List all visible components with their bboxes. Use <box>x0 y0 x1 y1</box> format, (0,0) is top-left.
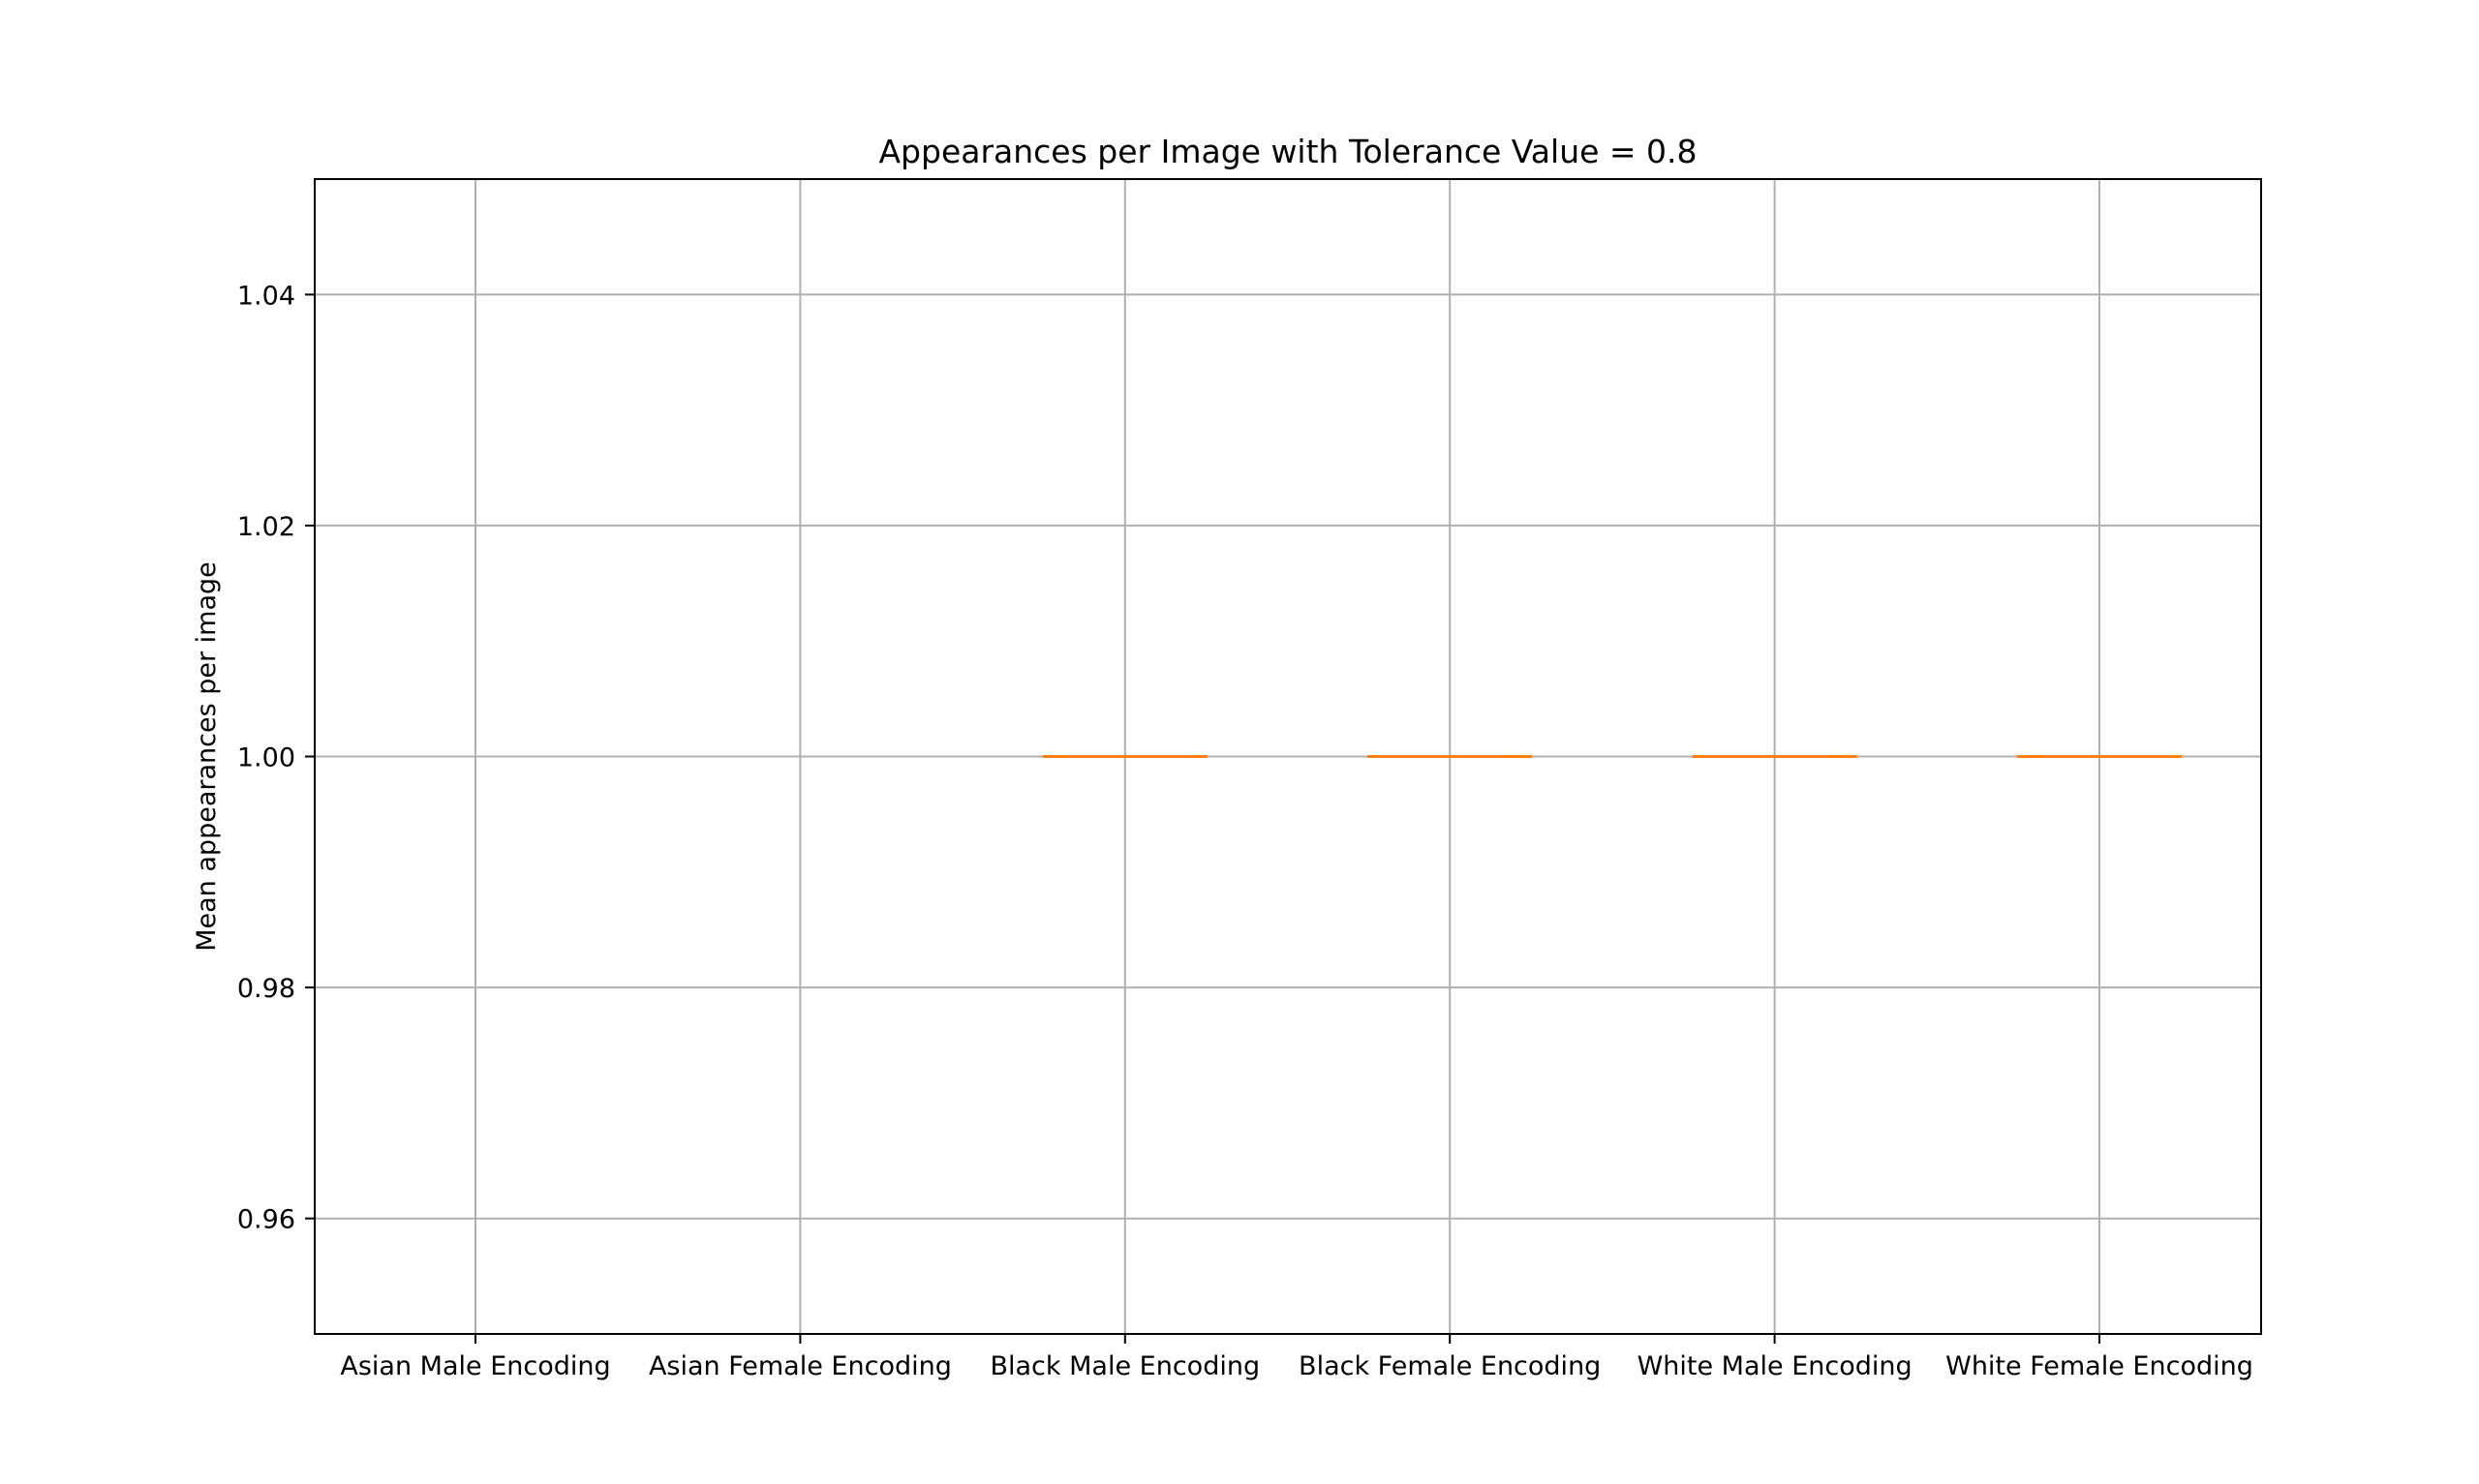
x-tick-label: Black Female Encoding <box>1299 1351 1601 1381</box>
y-tick-label: 1.00 <box>237 743 295 773</box>
x-tick-label: Asian Male Encoding <box>340 1351 610 1381</box>
ticks: 0.96 0.98 1.00 1.02 1.04 Asian Male Encoding A… <box>237 281 2253 1381</box>
x-tick-label: White Female Encoding <box>1945 1351 2253 1381</box>
y-tick-label: 1.02 <box>237 512 295 542</box>
y-tick-label: 1.04 <box>237 281 295 311</box>
y-axis-label: Mean appearances per image <box>192 561 222 952</box>
x-tick-label: Black Male Encoding <box>990 1351 1260 1381</box>
grid <box>315 179 2261 1334</box>
x-tick-label: White Male Encoding <box>1637 1351 1913 1381</box>
chart-title: Appearances per Image with Tolerance Val… <box>878 133 1697 170</box>
x-tick-label: Asian Female Encoding <box>649 1351 952 1381</box>
y-tick-label: 0.98 <box>237 974 295 1004</box>
y-tick-label: 0.96 <box>237 1205 295 1235</box>
